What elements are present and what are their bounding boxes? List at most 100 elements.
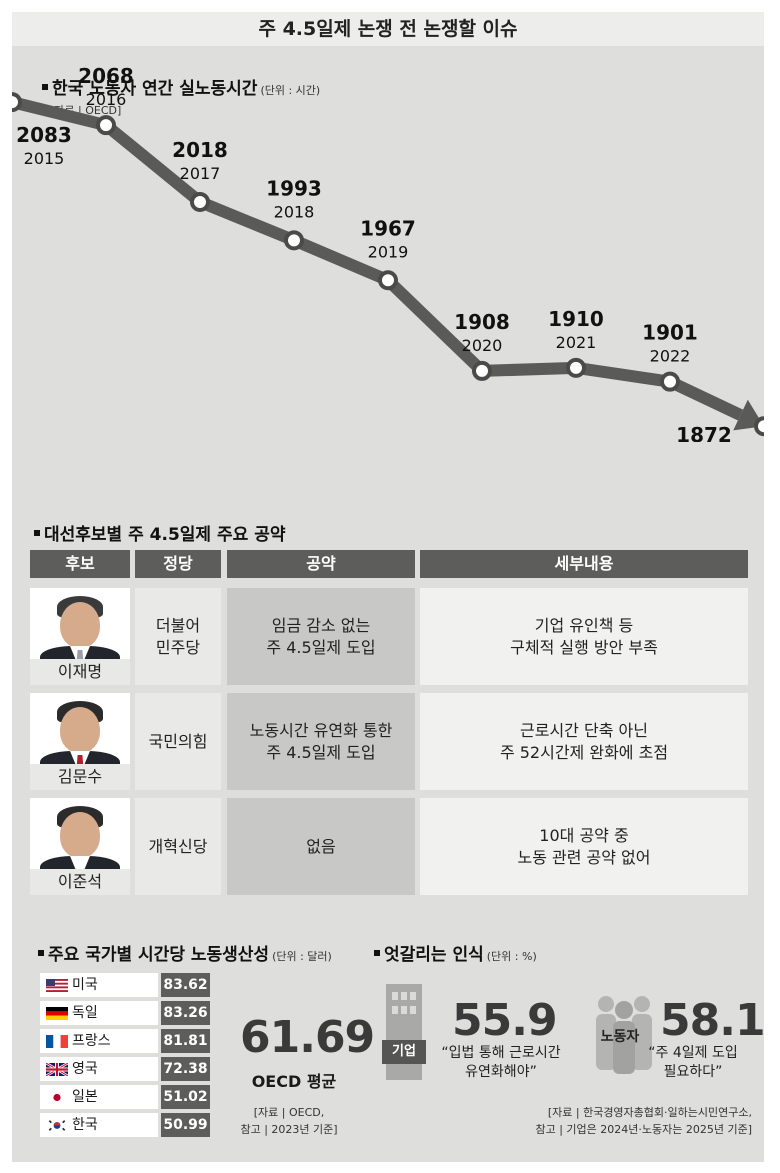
country-label: 한국 — [40, 1113, 158, 1137]
data-point — [660, 371, 680, 392]
productivity-row: 영국 72.38 — [40, 1057, 210, 1081]
data-label: 1910 — [548, 307, 604, 331]
pledge-title-text: 대선후보별 주 4.5일제 주요 공약 — [44, 525, 286, 545]
hours-line-chart: 2083 2015 2068 2016 2018 2017 1993 2018 1967 2019… — [12, 64, 764, 442]
detail-cell: 근로시간 단축 아닌 주 52시간제 완화에 초점 — [420, 693, 748, 790]
perception-source: [자료 | 한국경영자총협회·일하는시민연구소, 참고 | 기업은 2024년·… — [535, 1106, 752, 1137]
company-value: 55.9 — [452, 995, 558, 1046]
candidate-photo: 김문수 — [30, 693, 130, 790]
productivity-value: 72.38 — [161, 1057, 210, 1081]
data-label: 1993 — [266, 176, 322, 200]
data-point — [472, 360, 492, 381]
data-label: 1872 — [676, 423, 732, 442]
workers-icon — [596, 996, 652, 1074]
candidate-name: 이준석 — [30, 869, 130, 895]
hours-section-title: 한국 노동자 연간 실노동시간 (단위 : 시간) — [42, 74, 320, 99]
data-label: 1908 — [454, 310, 510, 334]
country-name: 일본 — [72, 1089, 98, 1105]
hours-title-text: 한국 노동자 연간 실노동시간 — [52, 79, 258, 99]
perception-title-text: 엇갈리는 인식 — [384, 945, 484, 965]
country-label: 프랑스 — [40, 1029, 158, 1053]
candidate-name: 김문수 — [30, 764, 130, 790]
party-cell: 국민의힘 — [135, 693, 221, 790]
jp-flag-icon — [46, 1091, 68, 1104]
x-tick-label: 2018 — [274, 202, 315, 221]
bullet-square-icon — [38, 950, 44, 956]
detail-cell: 10대 공약 중 노동 관련 공약 없어 — [420, 798, 748, 895]
data-point — [378, 270, 398, 291]
productivity-value: 50.99 — [161, 1113, 210, 1137]
x-tick-label: 2016 — [86, 90, 127, 109]
header-detail: 세부내용 — [420, 550, 748, 578]
perception-unit: (단위 : %) — [486, 950, 537, 963]
country-name: 프랑스 — [72, 1033, 111, 1049]
productivity-value: 83.26 — [161, 1001, 210, 1025]
x-tick-label: 2015 — [24, 149, 65, 168]
header-pledge: 공약 — [227, 550, 415, 578]
company-label: 기업 — [382, 1040, 426, 1064]
bullet-square-icon — [34, 530, 40, 536]
data-point — [566, 357, 586, 378]
uk-flag-icon — [46, 1063, 68, 1076]
data-label: 1901 — [642, 321, 698, 345]
productivity-row: 일본 51.02 — [40, 1085, 210, 1109]
kr-flag-icon — [46, 1119, 68, 1132]
data-point — [96, 115, 116, 136]
data-label: 1967 — [360, 216, 416, 240]
country-label: 미국 — [40, 973, 158, 997]
building-icon — [386, 984, 422, 1080]
face-shape — [60, 707, 100, 753]
party-cell: 더불어 민주당 — [135, 588, 221, 685]
x-tick-label: 2020 — [462, 336, 503, 355]
hours-unit: (단위 : 시간) — [260, 84, 321, 97]
bullet-square-icon — [42, 84, 48, 90]
header-candidate: 후보 — [30, 550, 130, 578]
country-name: 미국 — [72, 977, 98, 993]
country-name: 영국 — [72, 1061, 98, 1077]
productivity-row: 독일 83.26 — [40, 1001, 210, 1025]
country-name: 독일 — [72, 1005, 98, 1021]
de-flag-icon — [46, 1007, 68, 1020]
header-party: 정당 — [135, 550, 221, 578]
detail-cell: 기업 유인책 등 구체적 실행 방안 부족 — [420, 588, 748, 685]
pledge-section-title: 대선후보별 주 4.5일제 주요 공약 — [34, 520, 285, 545]
productivity-value: 81.81 — [161, 1029, 210, 1053]
data-label: 2068 — [78, 64, 134, 88]
productivity-source: [자료 | OECD, 참고 | 2023년 기준] — [240, 1106, 338, 1137]
country-label: 영국 — [40, 1057, 158, 1081]
country-label: 독일 — [40, 1001, 158, 1025]
productivity-section-title: 주요 국가별 시간당 노동생산성 (단위 : 달러) — [38, 940, 332, 965]
candidate-photo: 이준석 — [30, 798, 130, 895]
us-flag-icon — [46, 979, 68, 992]
data-label: 2083 — [16, 123, 72, 147]
x-tick-label: 2019 — [368, 242, 409, 261]
infographic: 주 4.5일제 논쟁 전 논쟁할 이슈 한국 노동자 연간 실노동시간 (단위 :… — [12, 12, 766, 1162]
x-tick-label: 2022 — [650, 347, 691, 366]
productivity-value: 83.62 — [161, 973, 210, 997]
pledge-cell: 없음 — [227, 798, 415, 895]
perception-section-title: 엇갈리는 인식 (단위 : %) — [374, 940, 537, 965]
x-tick-label: 2021 — [556, 333, 597, 352]
country-label: 일본 — [40, 1085, 158, 1109]
candidate-name: 이재명 — [30, 659, 130, 685]
worker-label: 노동자 — [600, 1029, 640, 1045]
productivity-value: 51.02 — [161, 1085, 210, 1109]
productivity-row: 프랑스 81.81 — [40, 1029, 210, 1053]
oecd-average-label: OECD 평균 — [251, 1072, 337, 1091]
country-name: 한국 — [72, 1117, 98, 1133]
worker-quote: “주 4일제 도입 필요하다” — [648, 1045, 738, 1080]
data-point — [12, 92, 22, 113]
bullet-square-icon — [374, 950, 380, 956]
party-cell: 개혁신당 — [135, 798, 221, 895]
fr-flag-icon — [46, 1035, 68, 1048]
productivity-unit: (단위 : 달러) — [272, 950, 332, 963]
candidate-photo: 이재명 — [30, 588, 130, 685]
face-shape — [60, 812, 100, 858]
company-quote: “입법 통해 근로시간 유연화해야” — [441, 1045, 561, 1080]
oecd-average-value: 61.69 — [240, 1012, 375, 1063]
data-label: 2018 — [172, 138, 228, 162]
x-tick-label: 2017 — [180, 164, 221, 183]
pledge-cell: 노동시간 유연화 통한 주 4.5일제 도입 — [227, 693, 415, 790]
data-point — [190, 191, 210, 212]
productivity-title-text: 주요 국가별 시간당 노동생산성 — [48, 945, 270, 965]
